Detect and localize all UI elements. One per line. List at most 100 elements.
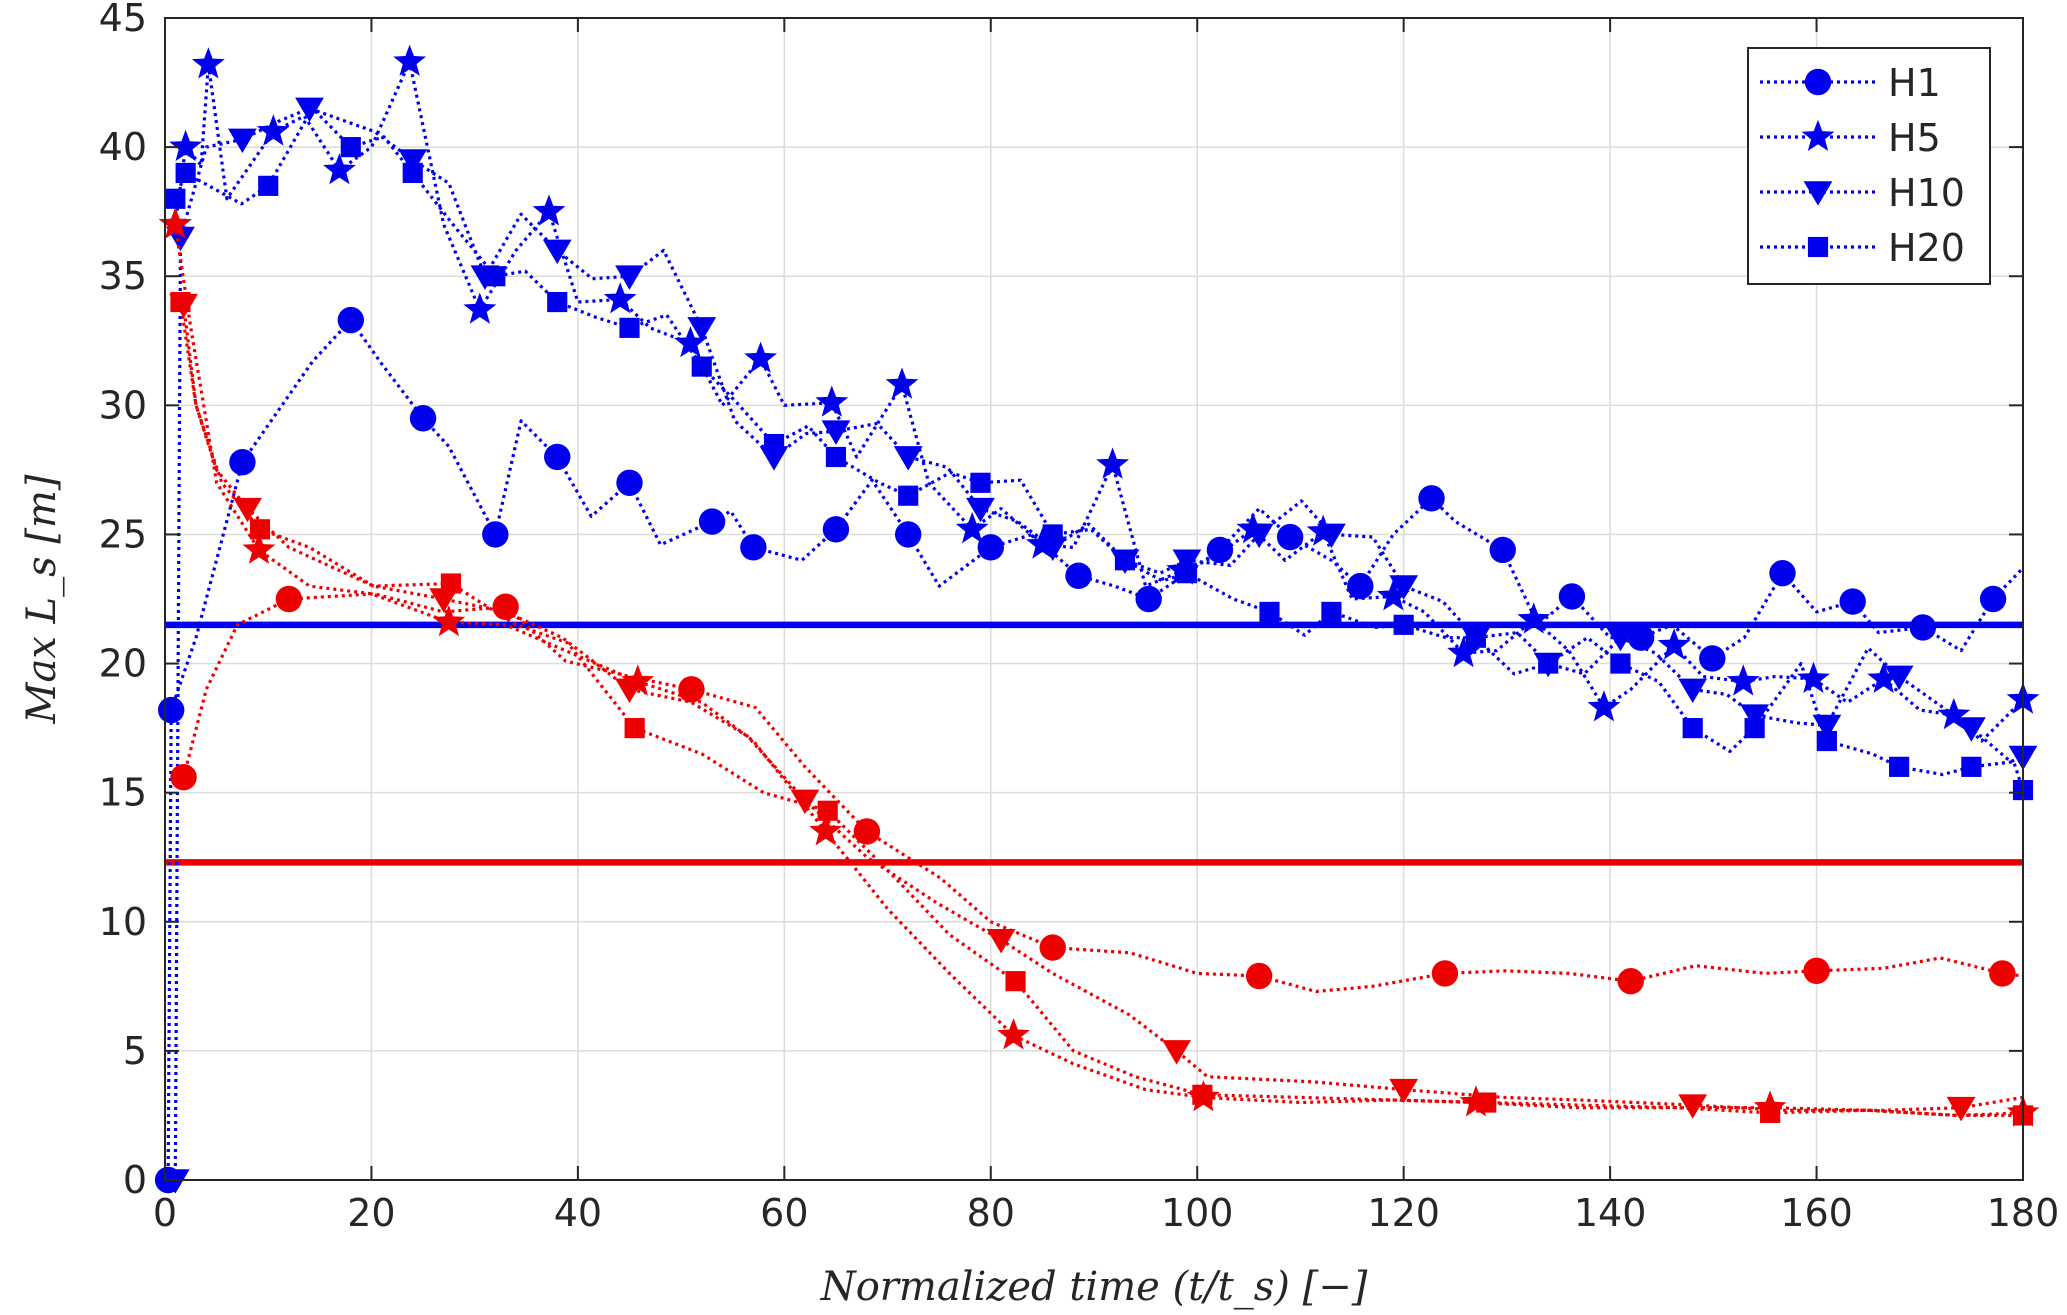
data-point	[1538, 653, 1559, 674]
data-point	[615, 678, 644, 704]
series-line	[182, 304, 2024, 1112]
x-tick-label: 60	[760, 1191, 808, 1235]
legend-item-h1: H1	[1760, 61, 1941, 105]
data-point	[1447, 635, 1480, 668]
legend-label: H20	[1888, 226, 1965, 270]
x-axis-label: Normalized time (t/t_s) [−]	[820, 1264, 1368, 1310]
data-point	[986, 929, 1016, 954]
data-point	[1376, 579, 1410, 611]
data-point	[482, 521, 509, 548]
data-point	[1065, 562, 1092, 589]
data-point	[895, 521, 922, 548]
y-tick-label: 20	[99, 642, 147, 686]
data-point	[1740, 704, 1770, 729]
data-point	[432, 605, 466, 637]
data-point	[1389, 575, 1419, 600]
data-point	[440, 573, 462, 594]
data-point	[249, 519, 271, 540]
y-axis-label: Max L_s [m]	[19, 474, 65, 724]
data-point	[687, 317, 717, 342]
data-point	[1393, 614, 1414, 635]
legend-marker	[1807, 236, 1829, 258]
data-point	[624, 718, 645, 739]
y-tick-label: 25	[99, 512, 147, 556]
data-point	[175, 162, 196, 184]
legend-label: H1	[1888, 61, 1941, 105]
data-point	[532, 194, 566, 226]
data-point	[393, 44, 427, 76]
data-point	[616, 469, 643, 496]
data-point	[1610, 653, 1631, 674]
plot-frame	[164, 17, 2024, 1181]
series-layer	[154, 44, 2040, 1194]
legend-box	[1747, 47, 1991, 285]
legend-marker	[1801, 119, 1835, 151]
data-point	[1347, 572, 1374, 600]
data-point	[1797, 661, 1830, 693]
data-point	[1096, 447, 1129, 479]
data-point	[790, 789, 820, 815]
data-point	[1587, 690, 1621, 722]
data-point	[821, 420, 851, 445]
blue-h20-series	[165, 106, 2034, 801]
x-tick-label: 40	[554, 1191, 602, 1235]
data-point	[233, 497, 262, 523]
y-tick-label: 0	[123, 1158, 147, 1202]
data-point	[1389, 1078, 1419, 1104]
data-point	[674, 326, 707, 358]
x-tick-label: 160	[1780, 1191, 1853, 1235]
data-point	[1657, 628, 1691, 660]
data-point	[1946, 1096, 1976, 1122]
data-point	[1317, 523, 1346, 549]
data-point	[1005, 971, 1026, 992]
y-tick-label: 10	[99, 900, 147, 944]
data-point	[1558, 583, 1586, 610]
x-tick-label: 20	[347, 1191, 395, 1235]
data-point	[1909, 614, 1937, 641]
data-point	[409, 405, 437, 432]
data-point	[740, 534, 767, 561]
data-point	[970, 472, 991, 493]
data-point	[1760, 1102, 1781, 1123]
data-point	[825, 446, 847, 468]
data-point	[691, 356, 712, 377]
data-point	[698, 508, 726, 535]
data-point	[1244, 523, 1274, 549]
data-point	[1192, 1084, 1213, 1105]
data-point	[169, 129, 203, 162]
data-point	[191, 47, 225, 79]
data-point	[809, 814, 843, 846]
data-point	[619, 317, 640, 338]
legend: H1 H5 H10 H20	[1747, 47, 1991, 285]
data-point	[1726, 664, 1760, 696]
data-point	[1744, 718, 1765, 739]
data-point	[1476, 1092, 1497, 1113]
data-point	[1839, 588, 1866, 615]
x-tick-label: 0	[153, 1191, 177, 1235]
data-point	[256, 114, 290, 146]
red-h10-series	[169, 293, 2024, 1122]
legend-item-h5: H5	[1760, 116, 1941, 160]
legend-label: H5	[1888, 116, 1941, 160]
axes: 0 20 40 60 80 100 120 140 160 180 0 5 10 15 20 25 30 35 40…	[99, 0, 2060, 1235]
reference-lines	[165, 621, 2023, 866]
y-tick-label: 15	[99, 771, 147, 815]
x-tick-label: 100	[1161, 1191, 1234, 1235]
data-point	[1206, 536, 1234, 564]
data-point	[1418, 485, 1445, 512]
data-point	[603, 282, 637, 314]
data-point	[817, 800, 838, 821]
legend-item-h20: H20	[1760, 226, 1965, 270]
data-point	[1769, 559, 1796, 587]
data-point	[1114, 550, 1136, 571]
data-point	[1803, 957, 1830, 985]
data-point	[1135, 585, 1162, 613]
data-point	[542, 239, 572, 265]
y-tick-label: 45	[99, 0, 147, 40]
series-line	[182, 592, 2024, 994]
data-point	[615, 265, 644, 290]
data-point	[955, 512, 989, 544]
data-point	[1259, 601, 1280, 622]
y-tick-label: 30	[99, 383, 147, 427]
data-point	[678, 676, 705, 703]
